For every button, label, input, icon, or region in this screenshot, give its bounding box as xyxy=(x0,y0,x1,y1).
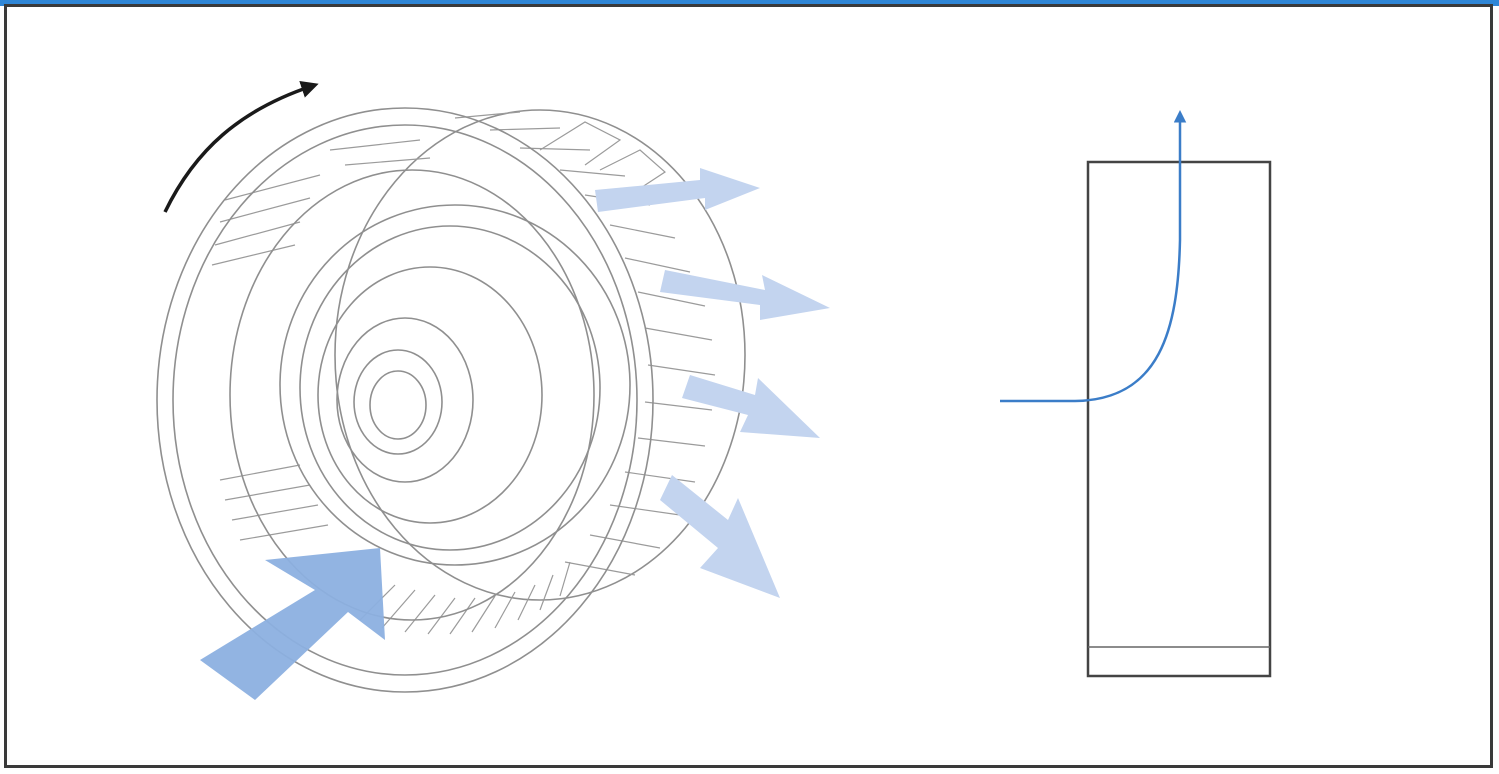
outlet-arrow-4 xyxy=(660,475,780,598)
impeller-side-view xyxy=(1000,110,1272,678)
impeller-front-ring xyxy=(156,107,654,693)
impeller-blades xyxy=(454,111,716,576)
outlet-arrow-2 xyxy=(660,270,830,320)
side-view-flow-path xyxy=(1000,110,1187,403)
rotation-direction-arrow xyxy=(163,81,319,213)
outlet-airflow-arrows xyxy=(595,168,830,598)
outlet-arrow-1 xyxy=(595,168,760,212)
outlet-arrow-3 xyxy=(682,375,820,438)
impeller-upper-blades xyxy=(211,139,431,266)
impeller-lower-blades xyxy=(219,464,571,635)
impeller-hub xyxy=(279,204,631,566)
window-top-bar xyxy=(0,0,1499,6)
fan-impeller xyxy=(156,81,830,700)
inlet-airflow-arrow xyxy=(200,548,385,700)
impeller-back-rim xyxy=(334,109,746,601)
